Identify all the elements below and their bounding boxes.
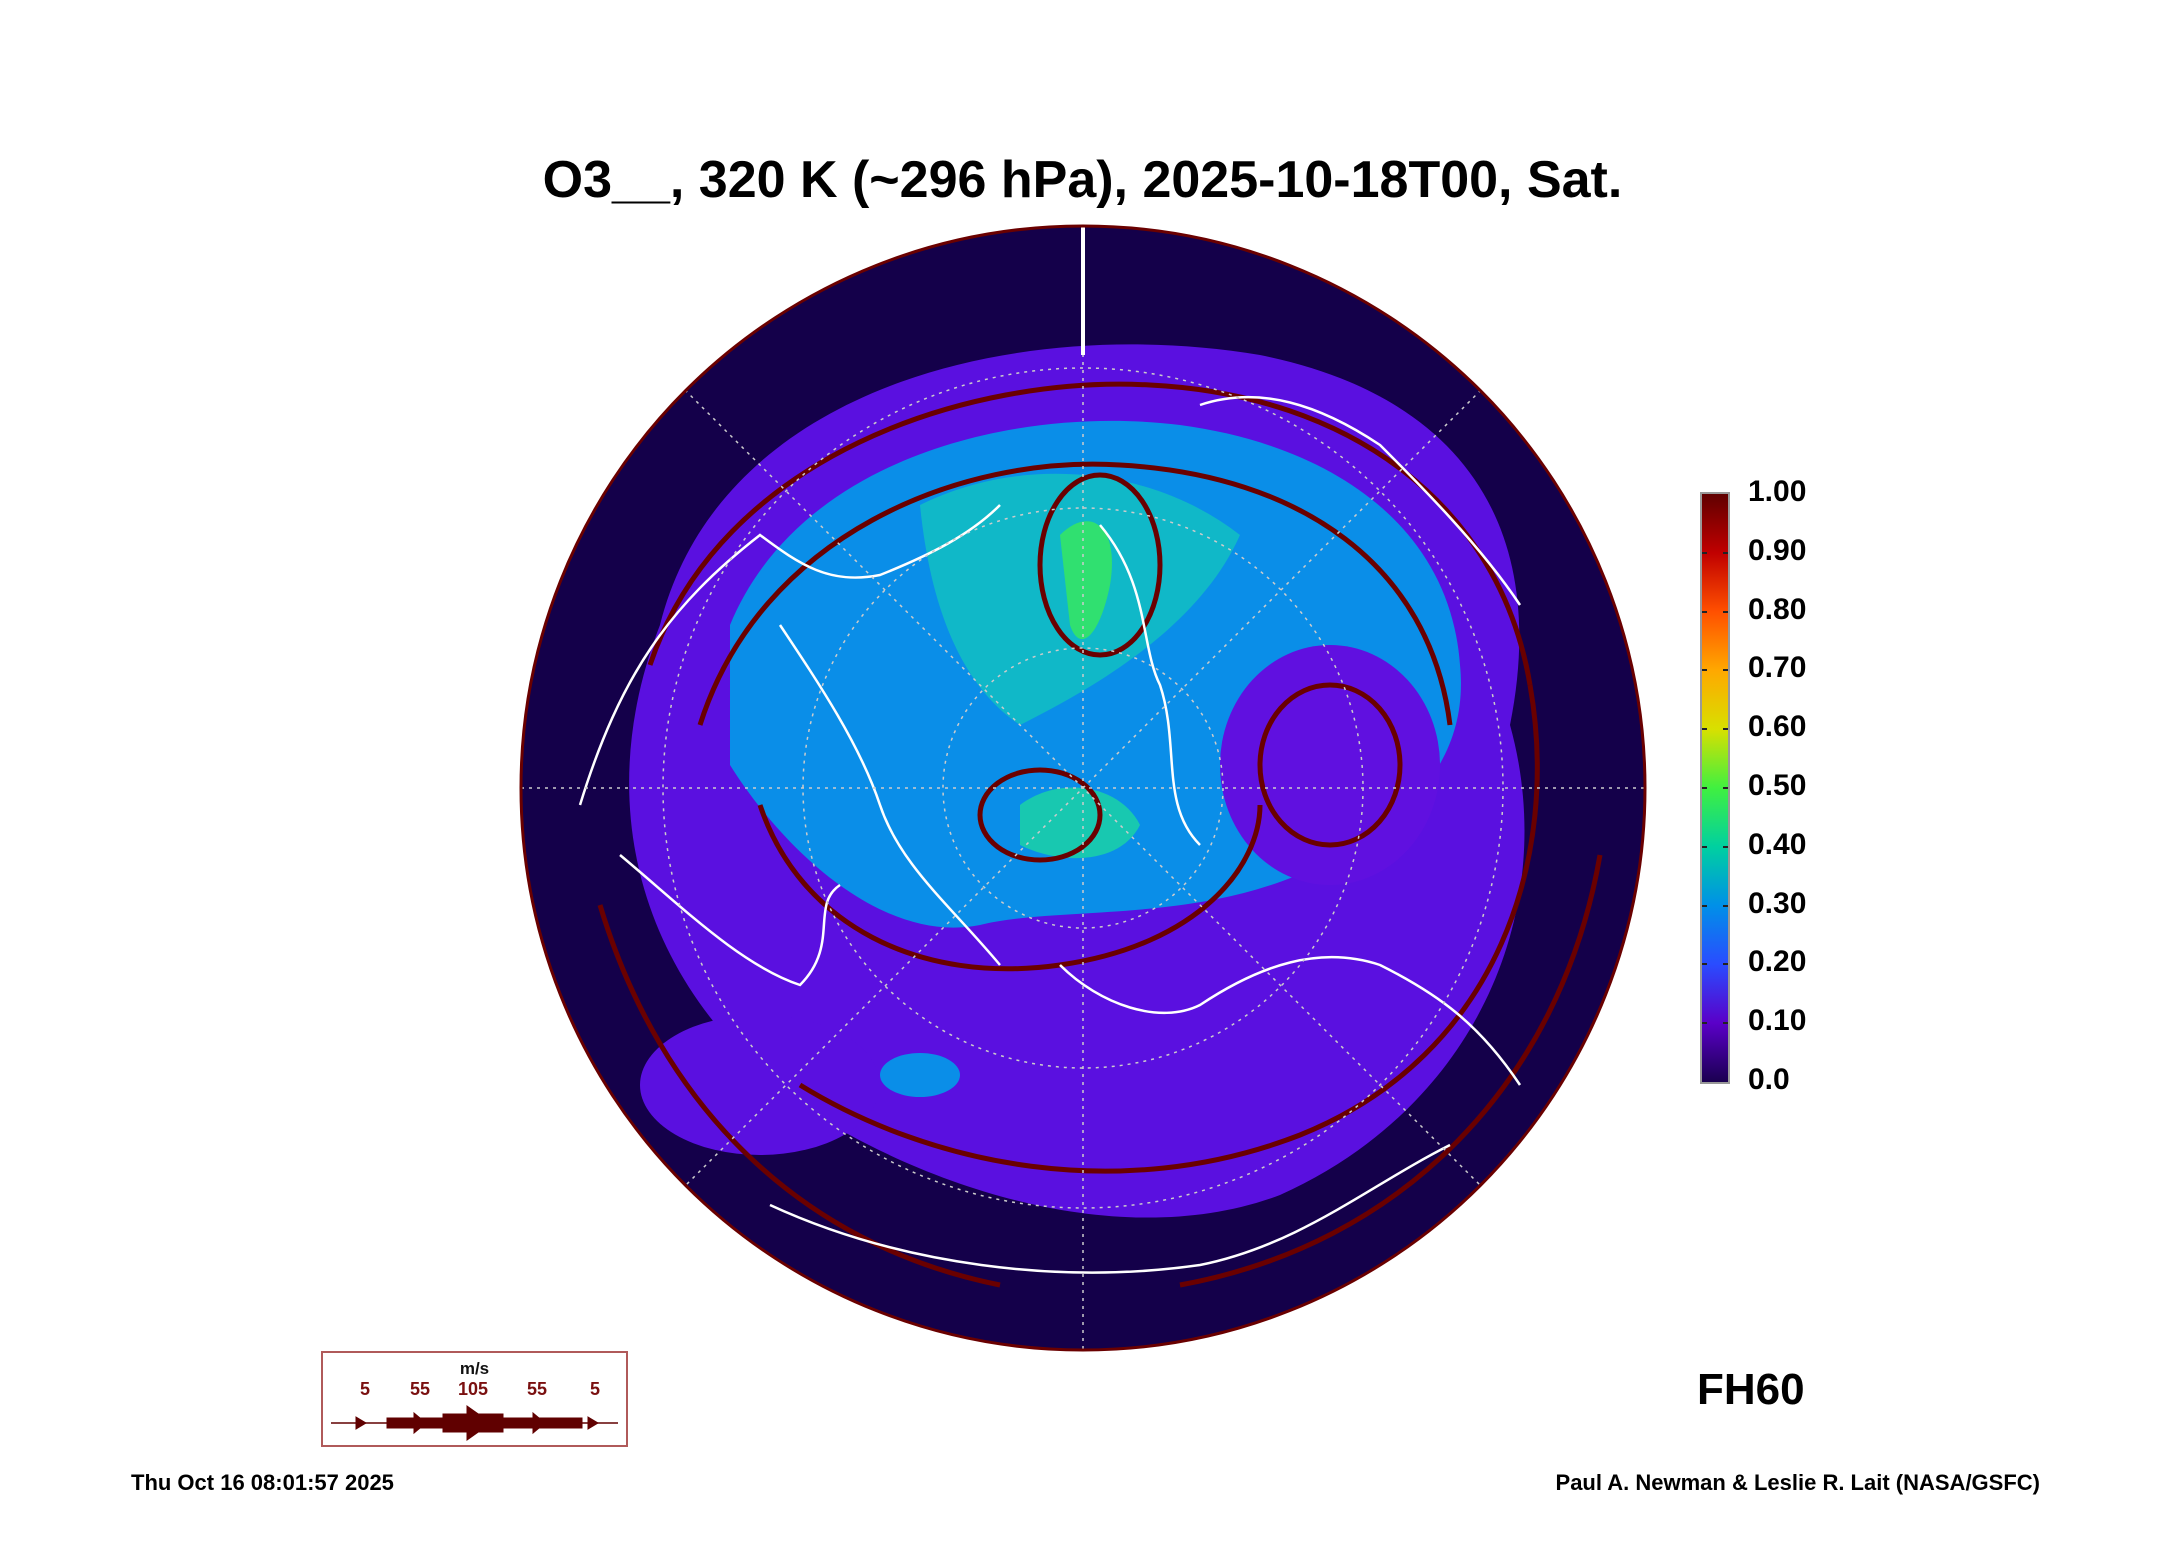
wind-arrow-scale-icon xyxy=(331,1405,618,1441)
wind-value: 105 xyxy=(457,1379,489,1399)
ozone-mid-region xyxy=(880,1053,960,1097)
colorbar-label: 1.00 xyxy=(1748,475,1807,508)
wind-value: 5 xyxy=(589,1379,601,1399)
wind-speed-legend: m/s 5 55 105 55 5 xyxy=(321,1351,628,1447)
graticule xyxy=(521,226,1645,1350)
colorbar-label: 0.60 xyxy=(1748,710,1807,743)
ozone-low-region xyxy=(640,1015,880,1155)
colorbar-label: 0.30 xyxy=(1748,887,1807,920)
colorbar-label: 0.80 xyxy=(1748,593,1807,626)
ozone-mid-region xyxy=(1020,787,1140,859)
colorbar-label: 0.90 xyxy=(1748,534,1807,567)
forecast-hour-label: FH60 xyxy=(1697,1365,1805,1414)
generation-timestamp: Thu Oct 16 08:01:57 2025 xyxy=(131,1470,394,1495)
colorbar xyxy=(1700,492,1730,1084)
colorbar-label: 0.40 xyxy=(1748,828,1807,861)
wind-value: 5 xyxy=(359,1379,371,1399)
credit-line: Paul A. Newman & Leslie R. Lait (NASA/GS… xyxy=(1555,1470,2040,1495)
wind-value: 55 xyxy=(526,1379,548,1399)
polar-map xyxy=(519,224,1647,1352)
colorbar-label: 0.70 xyxy=(1748,651,1807,684)
wind-unit: m/s xyxy=(459,1359,490,1378)
colorbar-label: 0.0 xyxy=(1748,1063,1790,1096)
ozone-low-region xyxy=(1220,645,1440,885)
wind-streamlines xyxy=(597,381,1603,1288)
coastlines xyxy=(578,395,1522,1274)
ozone-high-region xyxy=(1060,521,1112,640)
colorbar-label: 0.10 xyxy=(1748,1004,1807,1037)
colorbar-label: 0.20 xyxy=(1748,945,1807,978)
wind-value: 55 xyxy=(409,1379,431,1399)
plot-title: O3__, 320 K (~296 hPa), 2025-10-18T00, S… xyxy=(542,151,1623,209)
colorbar-label: 0.50 xyxy=(1748,769,1807,802)
